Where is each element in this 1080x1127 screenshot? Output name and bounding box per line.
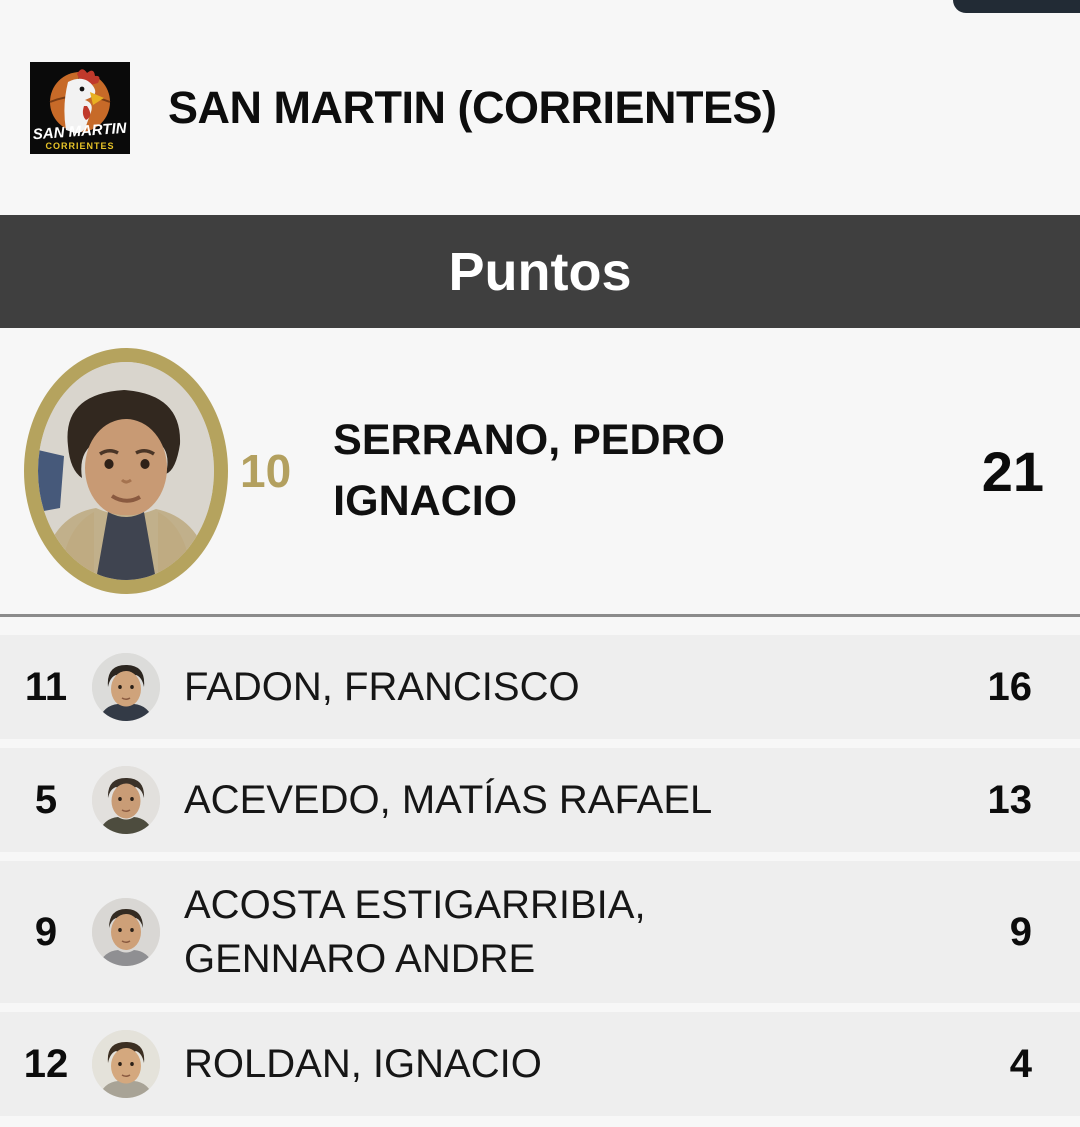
player-number: 12 [23, 1041, 69, 1086]
player-name: FADON, FRANCISCO [184, 665, 580, 709]
player-number: 5 [34, 777, 58, 822]
player-number: 11 [24, 664, 68, 709]
featured-player-photo [24, 348, 228, 594]
logo-text-line1: SAN MARTIN [32, 119, 128, 143]
player-number: 9 [34, 909, 58, 954]
player-photo [92, 653, 160, 721]
player-list: 11 FADON, FRANCISCO 16 5 [0, 635, 1080, 1116]
team-logo-icon: SAN MARTIN CORRIENTES [30, 61, 130, 154]
featured-player-points: 21 [981, 439, 1044, 503]
section-header-puntos: Puntos [0, 215, 1080, 328]
player-points: 9 [1009, 909, 1032, 954]
player-name: ACEVEDO, MATÍAS RAFAEL [184, 778, 713, 822]
player-row-fadon[interactable]: 11 FADON, FRANCISCO 16 [0, 635, 1080, 739]
player-name: ROLDAN, IGNACIO [184, 1042, 542, 1086]
player-photo [92, 1030, 160, 1098]
logo-text-line2: CORRIENTES [45, 141, 114, 151]
player-row-acevedo[interactable]: 5 ACEVEDO, MATÍAS RAFAEL 13 [0, 748, 1080, 852]
player-name: ACOSTA ESTIGARRIBIA, GENNARO ANDRE [184, 883, 646, 981]
team-name: SAN MARTIN (CORRIENTES) [168, 81, 777, 133]
player-row-roldan[interactable]: 12 ROLDAN, IGNACIO 4 [0, 1012, 1080, 1116]
top-right-notch [953, 0, 1080, 13]
team-header: SAN MARTIN CORRIENTES SAN MARTIN (CORRIE… [0, 0, 1080, 215]
featured-player-number: 10 [240, 445, 292, 497]
player-row-acosta[interactable]: 9 ACOSTA ESTIGARRIBIA, GENNARO ANDRE 9 [0, 861, 1080, 1003]
player-points: 13 [987, 777, 1033, 822]
section-title: Puntos [448, 241, 632, 302]
player-points: 4 [1009, 1041, 1032, 1086]
divider [0, 614, 1080, 617]
player-points: 16 [987, 664, 1033, 709]
player-photo [92, 766, 160, 834]
player-photo [92, 898, 160, 966]
featured-player-row[interactable]: 10 SERRANO, PEDRO IGNACIO 21 [0, 328, 1080, 614]
featured-player-name: SERRANO, PEDRO IGNACIO [333, 415, 726, 525]
